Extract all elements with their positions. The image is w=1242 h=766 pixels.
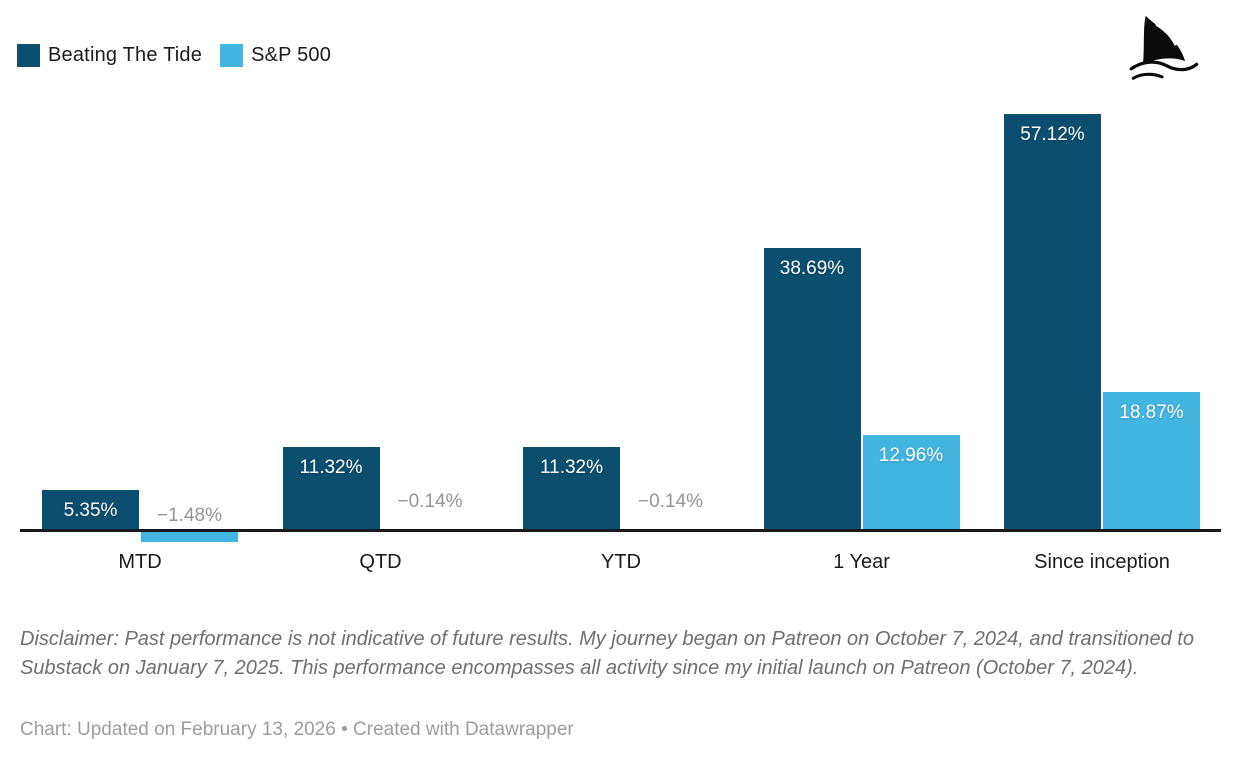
legend-item-beating-the-tide: Beating The Tide: [17, 44, 202, 67]
value-label-beating-the-tide-1-year: 38.69%: [779, 257, 845, 279]
value-label-s-p-500-1-year: 12.96%: [878, 444, 944, 466]
value-label-s-p-500-since-inception: 18.87%: [1119, 401, 1184, 423]
value-label-s-p-500-mtd: −1.48%: [157, 505, 222, 526]
value-label-s-p-500-ytd: −0.14%: [638, 491, 703, 512]
x-axis-label-since-inception: Since inception: [1034, 551, 1170, 573]
legend-swatch-dark: [17, 44, 40, 67]
value-label-beating-the-tide-qtd: 11.32%: [299, 456, 363, 478]
bar-beating-the-tide-1-year: [763, 247, 861, 529]
value-label-s-p-500-qtd: −0.14%: [397, 491, 463, 512]
chart-credit-text: Chart: Updated on February 13, 2026 • Cr…: [20, 719, 574, 740]
x-axis-line: [20, 529, 1221, 532]
disclaimer-text: Disclaimer: Past performance is not indi…: [20, 628, 1194, 679]
bar-beating-the-tide-qtd: [282, 446, 380, 529]
legend-item-sp500: S&P 500: [220, 44, 331, 67]
x-axis-label-qtd: QTD: [359, 551, 402, 573]
plot-area: 5.35% −1.48% MTD 11.32% −0.14% QTD 11.32% −0.14…: [20, 0, 1221, 600]
bar-s-p-500-mtd: [141, 532, 238, 542]
bar-s-p-500-since-inception: [1103, 391, 1200, 529]
value-label-beating-the-tide-since-inception: 57.12%: [1020, 124, 1085, 145]
bar-beating-the-tide-mtd: [42, 490, 139, 529]
x-axis-label-mtd: MTD: [118, 551, 162, 573]
legend: Beating The Tide S&P 500: [17, 44, 331, 67]
value-label-beating-the-tide-mtd: 5.35%: [63, 500, 118, 522]
x-axis-label-ytd: YTD: [601, 551, 641, 573]
value-label-beating-the-tide-ytd: 11.32%: [539, 456, 604, 478]
bar-beating-the-tide-since-inception: [1004, 114, 1101, 529]
legend-label: S&P 500: [251, 44, 332, 66]
x-axis-label-1-year: 1 Year: [833, 551, 890, 573]
bar-s-p-500-1-year: [862, 434, 960, 529]
bar-beating-the-tide-ytd: [523, 446, 620, 529]
legend-swatch-light: [220, 44, 244, 67]
shark-fin-icon: [1129, 15, 1199, 80]
legend-label: Beating The Tide: [48, 44, 203, 66]
